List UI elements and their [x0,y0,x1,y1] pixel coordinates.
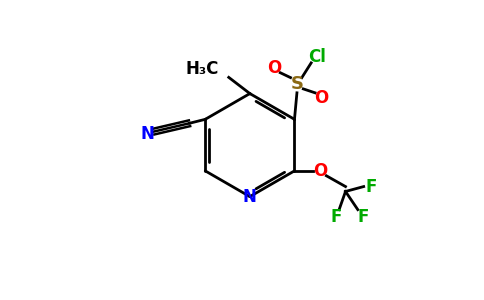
Text: N: N [141,124,155,142]
Text: O: O [314,89,329,107]
Text: Cl: Cl [309,48,327,66]
Text: H₃C: H₃C [185,60,219,78]
Text: F: F [330,208,341,226]
Text: O: O [267,59,281,77]
Text: S: S [290,75,303,93]
Text: F: F [357,208,368,226]
Text: O: O [313,162,327,180]
Text: F: F [365,178,377,196]
Text: N: N [243,188,257,206]
